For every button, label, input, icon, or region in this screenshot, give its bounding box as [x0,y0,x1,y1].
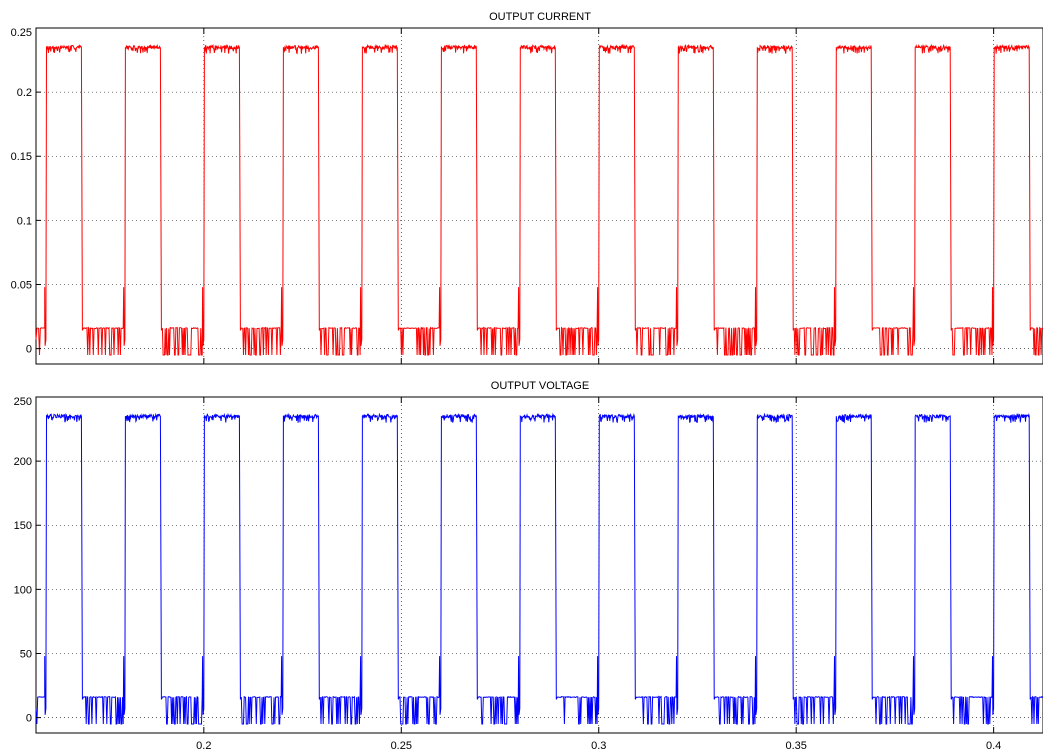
current-ytick-label: 0 [26,344,32,356]
voltage-ytick-label: 100 [14,584,32,596]
x-tick-label: 0.2 [196,740,211,752]
current-series-line [35,43,1043,356]
voltage-x-ticks: 0.2 0.25 0.3 0.35 0.4 [196,397,1001,752]
current-ytick-label: 0.05 [11,279,32,291]
voltage-title: OUTPUT VOLTAGE [491,380,589,392]
current-axes-box [35,27,1043,365]
current-ytick-label: 0.15 [11,151,32,163]
x-tick-label: 0.3 [591,740,606,752]
current-ytick-label: 0.2 [17,87,32,99]
voltage-ytick-label: 0 [26,713,32,725]
current-ytick-label: 0.1 [17,215,32,227]
x-tick-label: 0.35 [785,740,806,752]
voltage-grid [36,397,1043,733]
voltage-ytick-label: 250 [14,396,32,408]
voltage-series-line [35,412,1043,725]
voltage-ytick-label: 150 [14,520,32,532]
current-grid [36,28,1043,364]
x-tick-label: 0.4 [986,740,1001,752]
voltage-y-ticks: 0 50 100 150 200 250 [14,396,41,725]
current-ytick-label: 0.25 [11,27,32,39]
voltage-ytick-label: 200 [14,456,32,468]
voltage-ytick-label: 50 [20,648,32,660]
voltage-axes-box [35,396,1043,734]
current-y-ticks: 0 0.05 0.1 0.15 0.2 0.25 [11,27,41,356]
current-x-ticks [203,28,995,364]
x-tick-label: 0.25 [391,740,412,752]
current-title: OUTPUT CURRENT [489,11,591,23]
current-panel: OUTPUT CURRENT 0 0.05 0.1 0.15 0.2 0.25 [11,11,1043,365]
